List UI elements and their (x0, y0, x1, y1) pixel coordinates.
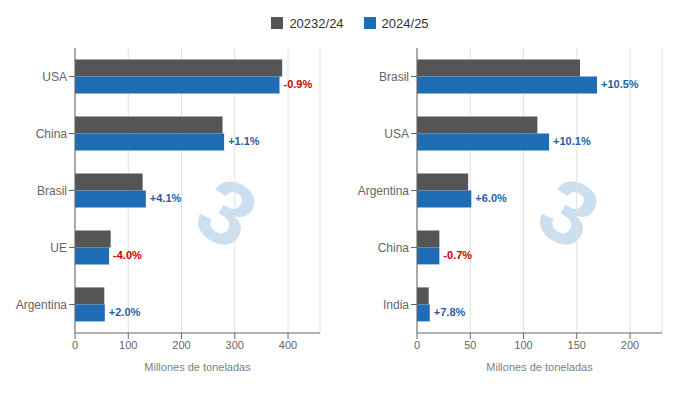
html-text:3: 3 (522, 157, 616, 270)
svg-text:150: 150 (568, 339, 586, 351)
svg-text:0: 0 (72, 339, 78, 351)
svg-text:+10.1%: +10.1% (553, 135, 591, 147)
svg-text:+4.1%: +4.1% (150, 192, 182, 204)
svg-text:+6.0%: +6.0% (475, 192, 507, 204)
svg-text:Argentina: Argentina (358, 184, 410, 198)
svg-text:+10.5%: +10.5% (601, 78, 639, 90)
svg-text:100: 100 (514, 339, 532, 351)
svg-text:+1.1%: +1.1% (228, 135, 260, 147)
html-text:2024/25: 2024/25 (381, 15, 429, 31)
svg-text:China: China (378, 241, 410, 255)
svg-text:100: 100 (119, 339, 137, 351)
svg-text:+2.0%: +2.0% (109, 306, 141, 318)
svg-text:200: 200 (172, 339, 190, 351)
svg-text:400: 400 (279, 339, 297, 351)
html-text:20232/24: 20232/24 (289, 15, 344, 31)
svg-text:200: 200 (621, 339, 639, 351)
svg-text:USA: USA (42, 70, 67, 84)
svg-text:India: India (383, 298, 409, 312)
html-text:3: 3 (180, 157, 274, 270)
svg-text:-0.7%: -0.7% (443, 249, 472, 261)
svg-text:Millones de toneladas: Millones de toneladas (486, 361, 593, 373)
svg-text:-4.0%: -4.0% (113, 249, 142, 261)
svg-text:USA: USA (384, 127, 409, 141)
svg-text:Millones de toneladas: Millones de toneladas (144, 361, 251, 373)
svg-text:UE: UE (50, 241, 67, 255)
svg-text:-0.9%: -0.9% (284, 78, 313, 90)
svg-text:Brasil: Brasil (37, 184, 67, 198)
svg-text:50: 50 (464, 339, 476, 351)
svg-text:China: China (36, 127, 68, 141)
svg-text:Brasil: Brasil (379, 70, 409, 84)
svg-text:300: 300 (226, 339, 244, 351)
svg-text:Argentina: Argentina (16, 298, 68, 312)
svg-text:0: 0 (414, 339, 420, 351)
svg-text:+7.8%: +7.8% (434, 306, 466, 318)
